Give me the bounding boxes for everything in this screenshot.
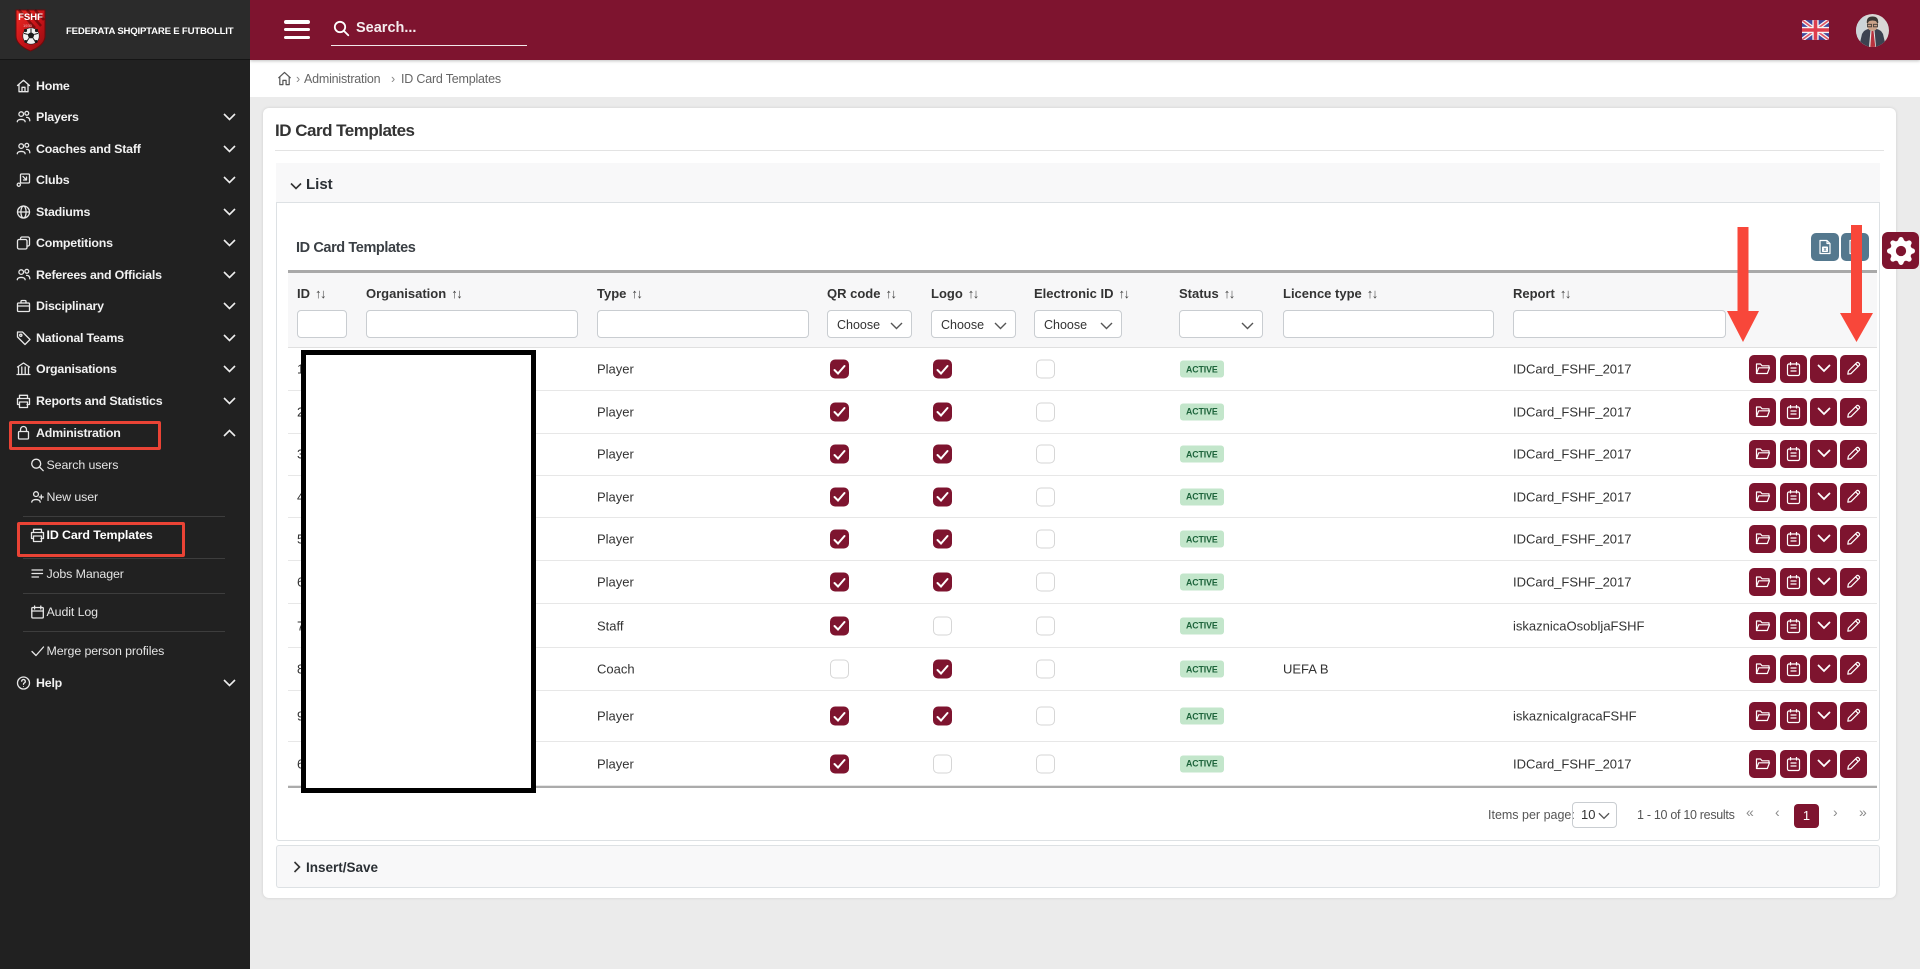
svg-text:1930: 1930	[23, 23, 33, 28]
svg-text:x: x	[1823, 247, 1827, 253]
svg-text:FSHF: FSHF	[18, 12, 43, 23]
